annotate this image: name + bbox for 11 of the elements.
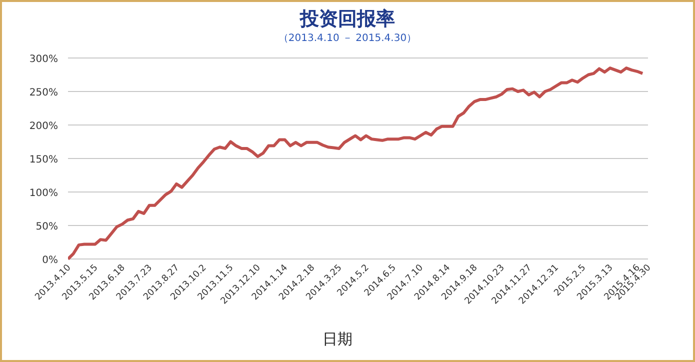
y-tick-label: 100% <box>29 188 58 199</box>
line-series <box>68 66 644 260</box>
y-tick-label: 150% <box>29 154 58 166</box>
y-tick-label: 300% <box>29 54 58 65</box>
chart-title: 投资回报率 <box>299 8 395 30</box>
chart-subtitle: （2013.4.10 － 2015.4.30） <box>278 33 417 44</box>
y-tick-label: 200% <box>29 121 58 132</box>
x-axis-title: 日期 <box>322 330 352 348</box>
y-tick-label: 250% <box>29 88 58 98</box>
y-tick-label: 50% <box>36 222 58 232</box>
y-tick-label: 0% <box>42 255 58 266</box>
